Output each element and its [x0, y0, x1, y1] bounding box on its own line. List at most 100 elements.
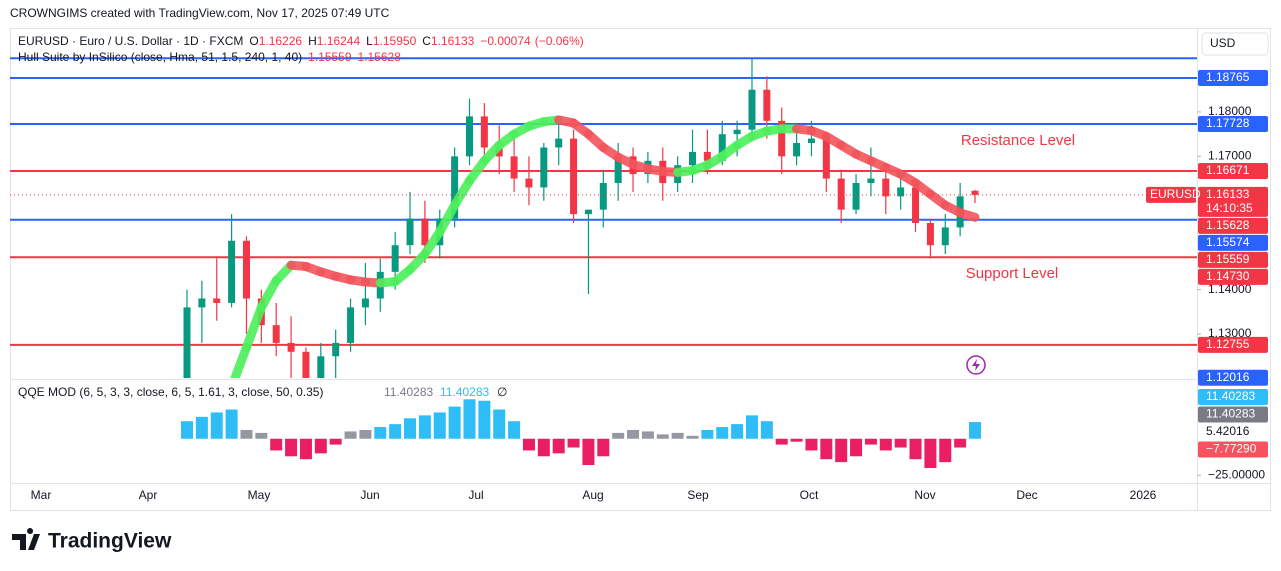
candle-body: [837, 178, 845, 210]
candle-body: [510, 156, 518, 179]
alert-icon[interactable]: [966, 355, 986, 375]
annotation: Support Level: [966, 265, 1059, 282]
qqe-bar: [627, 429, 640, 439]
currency[interactable]: USD: [1210, 36, 1236, 50]
candle-body: [897, 187, 905, 197]
candle-body: [689, 151, 697, 166]
candle-body: [213, 298, 221, 303]
candle-body: [198, 298, 206, 308]
currency-button[interactable]: [1201, 32, 1269, 56]
countdown: 14:10:35: [1206, 201, 1253, 215]
hull-segment: [955, 208, 980, 222]
qqe-bar: [790, 438, 803, 442]
qqe-bar: [716, 427, 729, 439]
candle-body: [926, 222, 934, 246]
qqe-bar: [656, 434, 669, 439]
symbol-legend: EURUSD · Euro / U.S. Dollar · 1D · FXCM O…: [18, 34, 584, 48]
x-tick-label: Jul: [468, 488, 483, 502]
qqe-bar: [671, 432, 684, 439]
price-tag: [1198, 69, 1268, 86]
qqe-bar: [537, 438, 550, 457]
qqe-bar: [597, 438, 610, 457]
price-tag-label: 1.15574: [1206, 235, 1250, 249]
candle-body: [718, 134, 726, 161]
candle-body: [941, 227, 949, 246]
candle-body: [421, 218, 429, 246]
qqe-bar: [255, 432, 268, 439]
qqe-bar: [210, 412, 223, 439]
qqe-bar: [478, 400, 491, 439]
price-tag: [1198, 186, 1268, 217]
candle-body: [525, 178, 533, 188]
qqe-bar: [493, 409, 506, 439]
price-tag: [1198, 162, 1268, 179]
qqe-bar: [969, 422, 981, 439]
x-tick-label: Nov: [914, 488, 935, 502]
qqe-bar: [835, 438, 848, 463]
ohlc-value: 1.16133: [431, 34, 475, 48]
candle-body: [540, 147, 548, 188]
price-tag-label: 1.16671: [1206, 163, 1250, 177]
chart-frame: [10, 28, 1271, 511]
header: CROWNGIMS created with TradingView.com, …: [10, 6, 390, 20]
hull-segment: [435, 200, 460, 237]
x-tick-label: Apr: [139, 488, 158, 502]
candle-body: [778, 120, 786, 157]
candle-body: [465, 116, 473, 157]
qqe-bar: [686, 435, 699, 439]
candle-body: [406, 218, 414, 246]
price-tag: [1198, 268, 1268, 285]
price-tag-label: 11.40283: [1206, 407, 1255, 421]
qqe-bar: [894, 438, 907, 448]
x-tick-label: 2026: [1130, 488, 1157, 502]
hull-segment: [450, 176, 474, 210]
qqe-bar: [805, 438, 818, 451]
qqe-bar: [404, 418, 417, 439]
ohlc-value: 1.16244: [317, 34, 361, 48]
price-tag-label: −7.77290: [1206, 442, 1257, 456]
price-tag: [1198, 234, 1268, 251]
qqe-value: 11.40283: [440, 385, 489, 399]
qqe-bar: [270, 438, 283, 451]
price-tag-label: 5.42016: [1206, 424, 1250, 438]
hull-segment: [230, 342, 251, 378]
qqe-bar: [879, 438, 892, 451]
candle-body: [391, 245, 399, 272]
candle-body: [287, 342, 295, 352]
candle-body: [228, 240, 236, 303]
y-tick-label: 1.13000: [1208, 326, 1252, 340]
price-tag: [1198, 217, 1268, 234]
qqe-bar: [299, 438, 312, 460]
price-tag-label: 1.15559: [1206, 252, 1250, 266]
qqe-bar: [582, 438, 595, 466]
qqe-bar: [924, 438, 937, 468]
y-tick-label: −25.00000: [1208, 467, 1265, 481]
qqe-value: 11.40283: [384, 385, 433, 399]
x-tick-label: Sep: [687, 488, 709, 502]
qqe-bar: [820, 438, 833, 460]
qqe-bar: [775, 438, 788, 445]
qqe-bar: [329, 438, 342, 445]
qqe-bar: [195, 416, 208, 439]
qqe-bar: [314, 438, 327, 454]
qqe-bar: [612, 432, 625, 439]
price-tag: [1198, 251, 1268, 268]
qqe-bar: [508, 421, 521, 439]
ohlc-value: 1.15950: [373, 34, 417, 48]
qqe-symbol: ∅: [497, 385, 507, 399]
ohlc-name: H: [308, 34, 317, 48]
price-tag: [1198, 336, 1268, 353]
candle-body: [480, 116, 488, 148]
price-tag-label: 1.15628: [1206, 218, 1250, 232]
ohlc-name: C: [422, 34, 431, 48]
candle-body: [614, 156, 622, 184]
candle-body: [882, 178, 890, 197]
price-tag-label: 1.14730: [1206, 269, 1250, 283]
qqe-bar: [701, 429, 714, 439]
candle-body: [347, 307, 355, 343]
price-tag: [1198, 369, 1268, 386]
qqe-bar: [641, 431, 654, 439]
y-tick-label: 1.17000: [1208, 149, 1252, 163]
qqe-pane: [181, 399, 981, 468]
hull-value: 1.15628: [358, 50, 402, 64]
